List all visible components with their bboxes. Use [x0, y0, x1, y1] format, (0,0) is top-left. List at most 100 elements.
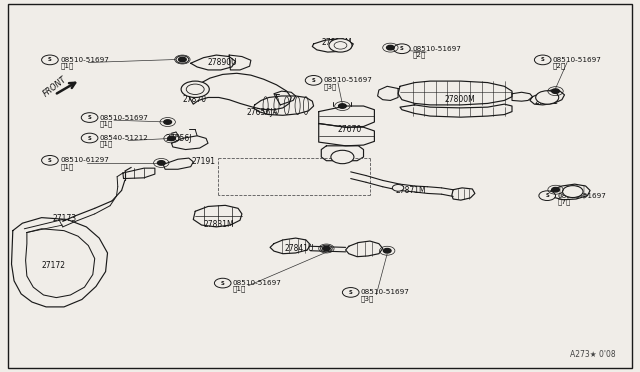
Text: （1）: （1） [60, 62, 74, 69]
Polygon shape [549, 184, 590, 200]
Polygon shape [189, 73, 291, 110]
Polygon shape [26, 229, 95, 298]
Text: S: S [48, 57, 52, 62]
Polygon shape [400, 104, 512, 117]
FancyBboxPatch shape [8, 4, 632, 368]
Text: S: S [541, 57, 545, 62]
Polygon shape [270, 238, 310, 254]
Text: 27870: 27870 [182, 95, 207, 104]
Polygon shape [346, 241, 383, 257]
Text: 27656JA: 27656JA [246, 108, 278, 117]
Polygon shape [512, 92, 532, 101]
Text: 27656J: 27656J [165, 134, 191, 143]
Text: 08540-51212: 08540-51212 [100, 135, 148, 141]
Circle shape [334, 42, 347, 49]
Text: 27831M: 27831M [204, 220, 234, 229]
Circle shape [342, 288, 359, 297]
Text: S: S [545, 193, 549, 198]
Text: S: S [400, 46, 404, 51]
Text: 08510-51697: 08510-51697 [100, 115, 148, 121]
Circle shape [534, 55, 551, 65]
Circle shape [214, 278, 231, 288]
Text: 08510-51697: 08510-51697 [361, 289, 410, 295]
Polygon shape [172, 136, 208, 150]
Circle shape [168, 136, 175, 141]
Circle shape [563, 186, 583, 198]
Circle shape [42, 155, 58, 165]
Text: 08510-61297: 08510-61297 [60, 157, 109, 163]
Polygon shape [312, 39, 353, 52]
Circle shape [339, 104, 346, 108]
Polygon shape [12, 218, 108, 307]
Polygon shape [319, 106, 374, 127]
Circle shape [81, 133, 98, 143]
Text: 27890U: 27890U [208, 58, 237, 67]
Polygon shape [319, 124, 374, 146]
Text: （1）: （1） [233, 286, 246, 292]
Text: 08510-51697: 08510-51697 [557, 193, 606, 199]
Circle shape [176, 56, 189, 63]
Circle shape [164, 120, 172, 124]
Circle shape [552, 187, 559, 192]
Circle shape [331, 150, 354, 164]
Circle shape [321, 245, 332, 252]
Text: （3）: （3） [324, 83, 337, 90]
Circle shape [383, 248, 391, 253]
Polygon shape [530, 90, 564, 105]
Circle shape [536, 91, 559, 104]
Text: S: S [88, 115, 92, 120]
Text: 27172: 27172 [42, 261, 65, 270]
Polygon shape [253, 96, 314, 115]
Text: （7）: （7） [557, 198, 571, 205]
Circle shape [394, 44, 410, 54]
Polygon shape [378, 86, 398, 100]
Text: （2）: （2） [553, 62, 566, 69]
Text: （1）: （1） [100, 120, 113, 127]
Polygon shape [123, 168, 155, 179]
Circle shape [179, 57, 186, 62]
Circle shape [552, 89, 559, 93]
Text: 27810M: 27810M [321, 38, 352, 46]
Circle shape [387, 45, 394, 50]
Polygon shape [163, 158, 193, 169]
Text: 08510-51697: 08510-51697 [233, 280, 282, 286]
Text: 27670: 27670 [338, 125, 362, 134]
Text: FRONT: FRONT [42, 75, 68, 99]
Text: S: S [88, 135, 92, 141]
Text: 27871M: 27871M [396, 186, 426, 195]
Text: （1）: （1） [60, 163, 74, 170]
Polygon shape [452, 188, 475, 200]
Text: A273★ 0'08: A273★ 0'08 [570, 350, 616, 359]
Polygon shape [274, 91, 296, 105]
Circle shape [186, 84, 204, 94]
Polygon shape [321, 146, 364, 161]
Text: 08510-51697: 08510-51697 [60, 57, 109, 63]
Text: 27811: 27811 [534, 97, 558, 106]
Text: S: S [312, 78, 316, 83]
Text: 08510-51697: 08510-51697 [553, 57, 602, 63]
Text: 08510-51697: 08510-51697 [412, 46, 461, 52]
Circle shape [157, 161, 165, 165]
Circle shape [81, 113, 98, 122]
Circle shape [329, 39, 352, 52]
Text: （3）: （3） [361, 295, 374, 302]
Text: S: S [349, 290, 353, 295]
Circle shape [305, 76, 322, 85]
Circle shape [42, 55, 58, 65]
Text: 27191: 27191 [192, 157, 216, 166]
Text: 08510-51697: 08510-51697 [324, 77, 372, 83]
Polygon shape [191, 55, 236, 70]
Text: 27800M: 27800M [445, 95, 476, 104]
Polygon shape [229, 55, 251, 70]
Text: S: S [48, 158, 52, 163]
Polygon shape [193, 205, 242, 227]
Text: 27173: 27173 [52, 214, 77, 223]
Circle shape [323, 246, 330, 251]
Text: S: S [221, 280, 225, 286]
Text: （2）: （2） [412, 51, 426, 58]
Circle shape [539, 191, 556, 201]
Polygon shape [398, 81, 512, 105]
Text: 27841U: 27841U [285, 244, 314, 253]
Circle shape [181, 81, 209, 97]
Text: （1）: （1） [100, 141, 113, 147]
